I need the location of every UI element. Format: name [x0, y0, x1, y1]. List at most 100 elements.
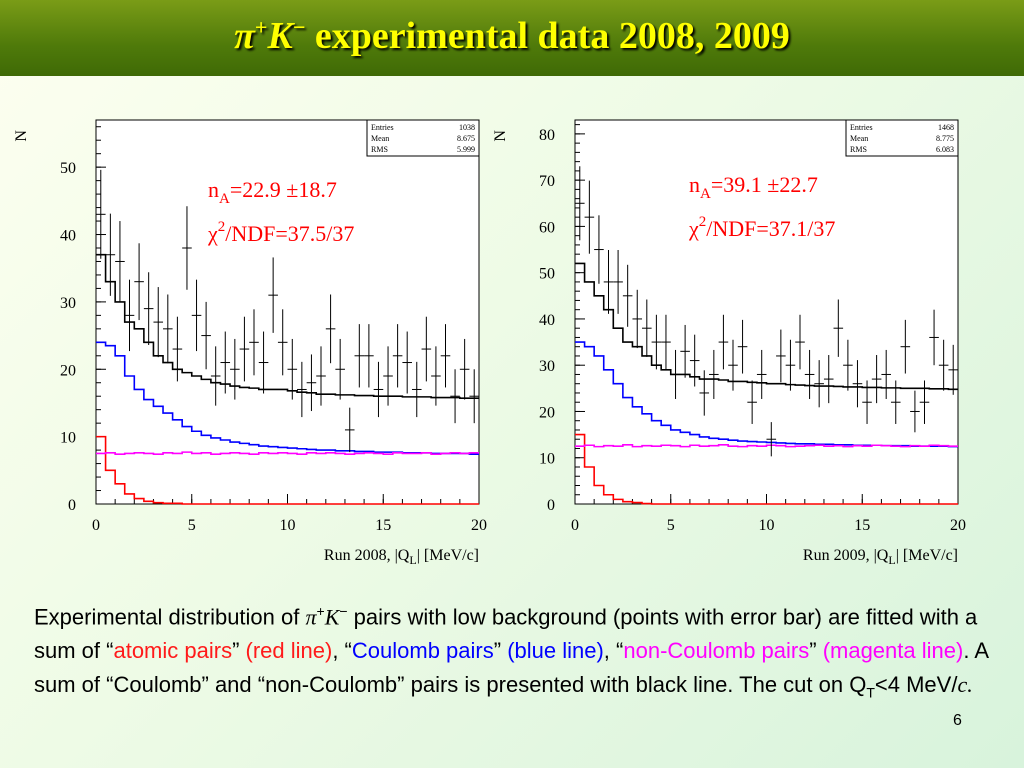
- title-bar: [0, 0, 1024, 76]
- caption: Experimental distribution of π+K− pairs …: [34, 594, 994, 710]
- title-pi: π: [234, 15, 255, 57]
- stats-value: 6.083: [936, 145, 954, 154]
- caption-qt-sub: T: [866, 684, 875, 701]
- title-k: K: [267, 15, 293, 57]
- y-tick-label: 50: [539, 266, 555, 283]
- title-pi-sup: +: [254, 14, 268, 40]
- fit-chi: χ: [688, 216, 699, 241]
- y-axis-label: N: [492, 130, 509, 142]
- fit-na-value: =39.1 ±22.7: [711, 172, 818, 197]
- slide-title: π+K− experimental data 2008, 2009: [0, 14, 1024, 58]
- series-sum: [575, 262, 958, 391]
- fit-chi-value: /NDF=37.5/37: [225, 221, 354, 246]
- stats-value: 8.675: [457, 134, 475, 143]
- caption-blue-line: (blue line): [507, 638, 604, 664]
- x-tick-label: 15: [854, 517, 870, 534]
- stats-label: Entries: [371, 123, 394, 132]
- title-k-sup: −: [292, 14, 306, 40]
- stats-value: 5.999: [457, 145, 475, 154]
- caption-c: c.: [957, 672, 973, 698]
- histogram-run-2008: 0 10 20 30 40 50 0 5 10 15 20 N Run 2008, |QL| [MeV/…: [13, 119, 487, 567]
- title-rest: experimental data 2008, 2009: [305, 15, 790, 57]
- caption-pi: π: [305, 604, 317, 630]
- series-sum: [96, 253, 479, 400]
- fit-na-text: nA=39.1 ±22.7: [689, 172, 818, 202]
- y-tick-label: 0: [547, 497, 555, 514]
- caption-text-5: ”: [493, 638, 508, 664]
- fit-na-n: n: [689, 172, 700, 197]
- y-tick-label: 20: [60, 362, 76, 379]
- caption-atomic-pairs: atomic pairs: [113, 638, 233, 664]
- caption-text-9: <4 MeV/: [874, 672, 958, 698]
- caption-k: K: [324, 604, 340, 630]
- stats-label: Mean: [850, 134, 868, 143]
- caption-text-8: . A sum of “Coulomb” and “non-Coulomb” p…: [34, 638, 988, 698]
- stats-value: 1468: [938, 123, 954, 132]
- stats-label: RMS: [850, 145, 867, 154]
- x-axis-label-sub: L: [409, 553, 416, 567]
- fit-chi-sup: 2: [218, 219, 226, 235]
- caption-text-3: ”: [232, 638, 246, 664]
- x-tick-label: 20: [950, 517, 966, 534]
- caption-text-4: , “: [332, 638, 352, 664]
- fit-na-sub: A: [700, 186, 711, 202]
- caption-k-sup: −: [339, 603, 348, 619]
- caption-non-coulomb-pairs: non-Coulomb pairs: [623, 638, 810, 664]
- caption-text-2: pairs with low background (points with e…: [34, 604, 978, 664]
- y-tick-label: 40: [539, 312, 555, 329]
- stats-label: Mean: [371, 134, 389, 143]
- page-number: 6: [953, 712, 962, 729]
- x-tick-label: 10: [280, 517, 296, 534]
- y-tick-label: 70: [539, 173, 555, 190]
- fit-na-value: =22.9 ±18.7: [230, 177, 337, 202]
- plot-frame: [95, 119, 480, 505]
- y-tick-label: 30: [539, 358, 555, 375]
- caption-red-line: (red line): [245, 638, 333, 664]
- caption-text-1: Experimental distribution of: [34, 604, 306, 630]
- caption-text-6: , “: [603, 638, 624, 664]
- y-tick-label: 10: [60, 430, 76, 447]
- x-axis-label-sub: L: [888, 553, 895, 567]
- y-tick-label: 40: [60, 228, 76, 245]
- x-axis-label-end: | [MeV/c]: [417, 547, 479, 564]
- x-axis-label: Run 2009, |QL| [MeV/c]: [803, 547, 958, 567]
- stats-label: RMS: [371, 145, 388, 154]
- y-axis-label: N: [13, 130, 30, 142]
- x-axis-label-main: Run 2008, |Q: [324, 547, 410, 564]
- y-tick-label: 50: [60, 160, 76, 177]
- stats-value: 1038: [459, 123, 475, 132]
- caption-magenta-line: (magenta line): [822, 638, 964, 664]
- fit-chi: χ: [207, 221, 218, 246]
- x-tick-label: 15: [375, 517, 391, 534]
- caption-text-7: ”: [809, 638, 823, 664]
- x-tick-label: 5: [667, 517, 675, 534]
- fit-chi-sup: 2: [699, 214, 707, 230]
- x-tick-label: 20: [471, 517, 487, 534]
- fit-na-text: nA=22.9 ±18.7: [208, 177, 337, 207]
- x-tick-label: 0: [92, 517, 100, 534]
- fit-chi-value: /NDF=37.1/37: [706, 216, 835, 241]
- series-non-coulomb-pairs: [96, 451, 479, 455]
- fit-na-n: n: [208, 177, 219, 202]
- y-tick-label: 60: [539, 219, 555, 236]
- histogram-run-2009: 0 10 20 30 40 50 60 70 80 0 5 10 15 20 N Run 2009, |QL|…: [492, 119, 966, 567]
- fit-chi2-text: χ2/NDF=37.1/37: [688, 214, 835, 241]
- x-tick-label: 10: [759, 517, 775, 534]
- plot-frame: [574, 119, 959, 505]
- x-axis-label: Run 2008, |QL| [MeV/c]: [324, 547, 479, 567]
- x-axis-label-main: Run 2009, |Q: [803, 547, 889, 564]
- stats-box: [845, 119, 959, 157]
- series-atomic-pairs: [96, 435, 479, 505]
- x-axis-label-end: | [MeV/c]: [896, 547, 958, 564]
- y-tick-label: 20: [539, 404, 555, 421]
- caption-pi-sup: +: [316, 603, 325, 619]
- fit-chi2-text: χ2/NDF=37.5/37: [207, 219, 354, 246]
- series-atomic-pairs: [575, 433, 958, 505]
- y-tick-label: 30: [60, 295, 76, 312]
- fit-na-sub: A: [219, 191, 230, 207]
- y-tick-label: 80: [539, 127, 555, 144]
- x-tick-label: 0: [571, 517, 579, 534]
- stats-label: Entries: [850, 123, 873, 132]
- stats-box: [366, 119, 480, 157]
- x-tick-label: 5: [188, 517, 196, 534]
